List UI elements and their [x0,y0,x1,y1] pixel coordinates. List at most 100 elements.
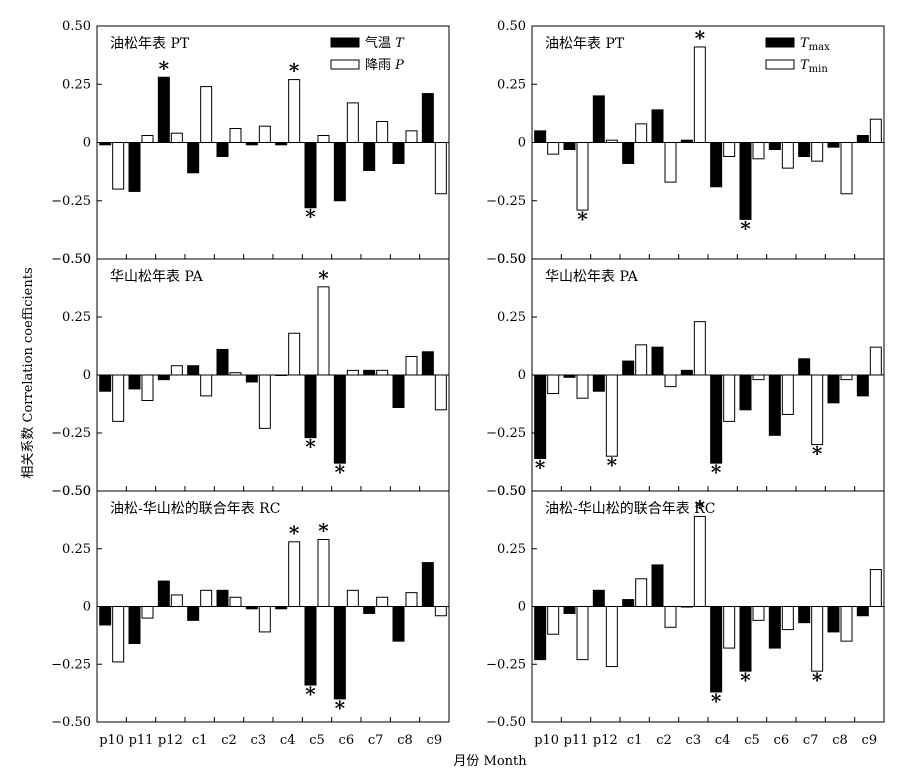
x-tick-label: c9 [427,733,443,748]
bar [664,374,677,388]
y-tick-label: −0.25 [486,194,526,209]
y-tick-label: −0.25 [51,194,91,209]
x-tick-label: c8 [832,733,848,748]
bar [258,374,271,429]
x-tick-label: c2 [656,733,672,748]
y-tick-label: 0 [83,368,91,383]
bar [304,142,317,209]
panel-title: 油松年表 PT [110,36,190,52]
significance-star: * [318,266,329,290]
y-tick-label: 0 [83,136,91,151]
bar [576,142,589,211]
bar [710,374,723,464]
panel-title: 油松年表 PT [545,36,625,52]
x-tick-label: p12 [158,733,183,748]
bar [434,374,447,411]
y-tick-label: 0.25 [62,542,91,557]
bar [693,46,706,143]
significance-star: * [711,689,722,713]
x-tick-label: p11 [129,733,154,748]
bar [605,139,618,143]
bar [317,286,330,376]
bar [622,599,635,608]
bar [534,374,547,460]
bar [827,142,840,148]
bar [157,580,170,608]
bar [869,346,882,376]
bar [421,562,434,607]
bar [869,569,882,607]
y-tick-label: −0.50 [486,252,526,267]
bar [563,374,576,378]
bar [275,142,288,146]
bar [739,374,752,411]
x-tick-label: c6 [339,733,355,748]
significance-star: * [607,453,618,477]
bar [869,118,882,143]
bar [170,594,183,608]
x-tick-label: c6 [774,733,790,748]
legend-swatch [765,37,795,48]
y-tick-label: 0 [83,600,91,615]
bar [710,606,723,693]
bar [723,606,736,649]
x-tick-label: c4 [280,733,296,748]
y-tick-label: −0.50 [51,715,91,730]
legend-swatch [330,59,360,70]
bar [275,606,288,610]
significance-star: * [740,668,751,692]
bar [200,374,213,397]
bar [112,374,125,422]
bar [840,606,853,642]
bar [304,606,317,686]
bar [216,348,229,376]
bar [710,142,723,188]
bar [693,321,706,376]
legend-label: 降雨 P [365,58,404,73]
bar [128,606,141,644]
bar [768,606,781,649]
bar [723,142,736,157]
bar [840,142,853,195]
y-tick-label: −0.25 [51,657,91,672]
bar [187,606,200,621]
y-tick-label: −0.50 [51,484,91,499]
y-tick-label: 0.25 [62,77,91,92]
bar [811,142,824,162]
chart-panel: 0.50 0.25 0 −0.25 −0.50 油松-华山松的联合年表 RC * * * * p10… [51,484,450,748]
significance-star: * [740,216,751,240]
x-tick-label: p11 [564,733,589,748]
significance-star: * [159,56,170,80]
bar [99,606,112,626]
significance-star: * [335,696,346,720]
bar [245,142,258,146]
bar [363,606,376,614]
chart-panel: 0.50 0.25 0 −0.25 −0.50 油松年表 PT * * * 气温 T 降雨 P [51,19,450,267]
bar [258,125,271,144]
x-tick-label: c7 [368,733,384,748]
bar [811,606,824,672]
bar [333,606,346,700]
x-tick-label: c9 [862,733,878,748]
bar [592,95,605,143]
bar [680,369,693,376]
bar [592,374,605,392]
bar [376,121,389,143]
bar [534,606,547,661]
bar [288,332,301,376]
bar [739,142,752,220]
bar [99,374,112,392]
x-tick-label: c1 [192,733,208,748]
bar [635,123,648,143]
significance-star: * [695,26,706,50]
bar [840,374,853,381]
bar [405,592,418,608]
y-tick-label: 0.25 [62,310,91,325]
bar [170,132,183,143]
bar [781,374,794,415]
bar [216,589,229,608]
bar [547,374,560,395]
bar [363,369,376,376]
bar [128,374,141,390]
